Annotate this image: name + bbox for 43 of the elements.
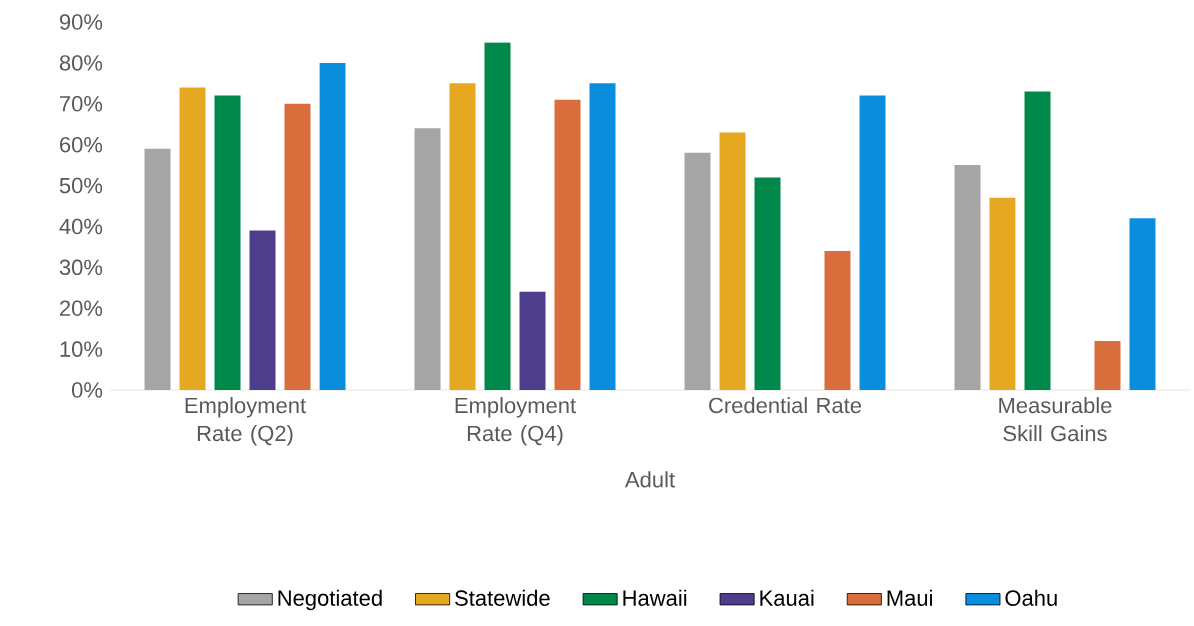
bar	[1129, 218, 1156, 390]
bar	[554, 99, 581, 390]
y-tick-label: 30%	[59, 259, 103, 276]
x-tick-label: Measurable Skill Gains	[999, 397, 1112, 442]
y-tick-label: 10%	[60, 341, 103, 357]
bar	[824, 250, 851, 390]
bar	[989, 197, 1016, 390]
bar	[754, 177, 781, 390]
bar	[719, 132, 746, 390]
legend-label: Statewide	[455, 589, 550, 606]
bar	[284, 103, 311, 390]
y-tick-label: 20%	[60, 300, 103, 317]
legend-label: Maui	[887, 589, 932, 606]
bar	[414, 128, 441, 390]
legend-label: Oahu	[1005, 589, 1057, 606]
bar	[954, 165, 981, 390]
bar	[684, 152, 711, 390]
bar	[1024, 91, 1051, 390]
bar	[519, 291, 546, 390]
bar	[179, 87, 206, 390]
legend-label: Negotiated	[278, 589, 382, 611]
y-tick-label: 40%	[59, 218, 103, 235]
bar	[144, 148, 171, 390]
y-tick-label: 60%	[60, 136, 103, 153]
bar	[319, 62, 346, 390]
y-tick-label: 0%	[72, 382, 103, 398]
bar	[859, 95, 886, 390]
bar	[449, 83, 476, 390]
y-tick-label: 50%	[59, 177, 103, 194]
bar	[1094, 340, 1121, 390]
bar	[249, 230, 276, 390]
y-tick-label: 70%	[60, 96, 103, 112]
bar	[589, 83, 616, 390]
x-tick-label: Employment Rate (Q4)	[455, 397, 576, 446]
legend-label: Kauai	[760, 589, 814, 606]
bar	[214, 95, 241, 390]
legend-label: Hawaii	[623, 589, 687, 606]
y-tick-label: 80%	[59, 55, 103, 71]
y-tick-label: 90%	[59, 14, 103, 30]
x-tick-label: Employment Rate (Q2)	[185, 397, 306, 446]
x-axis-title: Adult	[624, 471, 675, 488]
x-tick-label: Credential Rate	[709, 397, 862, 414]
bar	[484, 42, 511, 390]
